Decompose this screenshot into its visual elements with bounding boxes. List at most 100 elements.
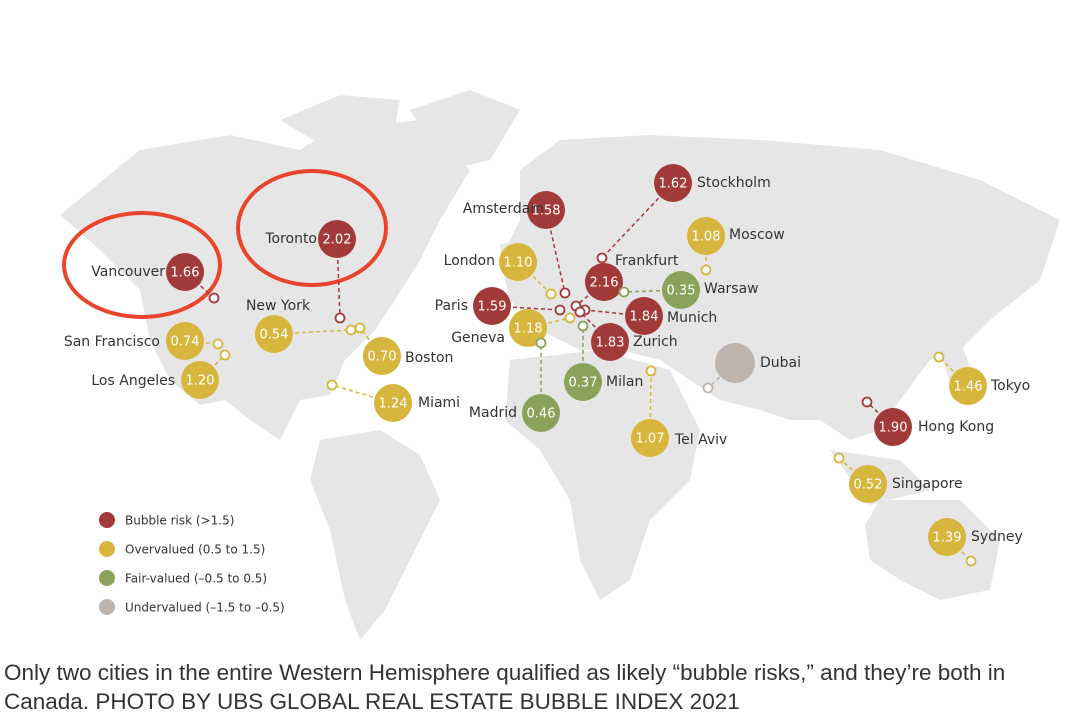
city-bubble (662, 271, 700, 309)
city-value: 1.58 (532, 204, 561, 219)
city-name: Moscow (729, 227, 785, 243)
city-value: 1.90 (879, 421, 908, 436)
highlight-ring (62, 211, 222, 319)
city-value: 0.54 (260, 328, 289, 343)
legend-label: Fair-valued (–0.5 to 0.5) (125, 572, 267, 586)
city-pin (574, 306, 586, 318)
city-value: 0.74 (171, 335, 200, 350)
city-name: Amsterdam (463, 201, 544, 217)
city-name: Munich (667, 310, 717, 326)
city-pin (564, 312, 576, 324)
city-name: Zurich (633, 334, 678, 350)
city-pin (559, 287, 571, 299)
map: 1.66 Vancouver 2.02 Toronto 0.54 New York 0.70… (60, 90, 1060, 640)
city-pin (212, 338, 224, 350)
city-bubble (166, 253, 204, 291)
legend-dot (99, 570, 115, 586)
city-value: 1.39 (933, 531, 962, 546)
city-bubble (564, 363, 602, 401)
city-name: Warsaw (704, 281, 759, 297)
city-bubble (318, 220, 356, 258)
legend-dot (99, 599, 115, 615)
city-name: Miami (418, 395, 460, 411)
city-name: Los Angeles (91, 373, 175, 389)
city-pin (545, 288, 557, 300)
city-pin (577, 320, 589, 332)
city-name: New York (246, 298, 311, 314)
city-name: Toronto (264, 231, 317, 247)
city-bubble (849, 465, 887, 503)
city-pin (933, 351, 945, 363)
city-pin (702, 382, 714, 394)
legend-label: Undervalued (–1.5 to –0.5) (125, 601, 285, 615)
city-value: 0.70 (368, 350, 397, 365)
city-value: 1.83 (596, 336, 625, 351)
city-pin (700, 264, 712, 276)
city-pin (334, 312, 346, 324)
city-pin (596, 252, 608, 264)
city-pin (861, 396, 873, 408)
city-value: 0.46 (527, 407, 556, 422)
city-pin (833, 452, 845, 464)
city-bubble (255, 315, 293, 353)
city-pin (326, 379, 338, 391)
city-value: 1.20 (186, 374, 215, 389)
city-pin (535, 337, 547, 349)
city-pin (965, 555, 977, 567)
legend-dot (99, 541, 115, 557)
city-name: Singapore (892, 476, 963, 492)
city-name: Milan (606, 374, 643, 390)
city-bubble (715, 343, 755, 383)
city-pin (645, 365, 657, 377)
city-name: Boston (405, 350, 453, 366)
city-value: 0.35 (667, 284, 696, 299)
city-value: 0.52 (854, 478, 883, 493)
connector (707, 362, 736, 389)
city-value: 1.07 (636, 432, 665, 447)
land (60, 90, 1060, 640)
city-bubble (949, 367, 987, 405)
city-pin (345, 324, 357, 336)
city-name: Vancouver (91, 264, 165, 280)
city-bubble (687, 217, 725, 255)
city-bubble (585, 263, 623, 301)
city-name: Sydney (971, 529, 1023, 545)
city-bubble (625, 297, 663, 335)
city-name: Stockholm (697, 175, 771, 191)
city-value: 1.59 (478, 300, 507, 315)
city-bubble (509, 309, 547, 347)
caption: Only two cities in the entire Western He… (4, 660, 1006, 714)
city-name: Hong Kong (918, 419, 994, 435)
city-pin (208, 292, 220, 304)
city-value: 1.66 (171, 266, 200, 281)
city-bubble (631, 419, 669, 457)
city-bubble (591, 323, 629, 361)
city-value: 1.84 (630, 310, 659, 325)
city-pin (554, 304, 566, 316)
connector (575, 281, 605, 307)
city-value: 2.02 (323, 233, 352, 248)
city-name: Tel Aviv (674, 432, 727, 448)
city-value: 1.24 (379, 397, 408, 412)
city-pin (618, 286, 630, 298)
city-bubble (522, 394, 560, 432)
city-value: 1.46 (954, 380, 983, 395)
connector (273, 329, 352, 335)
city-name: San Francisco (64, 334, 160, 350)
city-name: London (444, 253, 495, 269)
city-bubble (499, 243, 537, 281)
city-bubble (654, 164, 692, 202)
legend-dot (99, 512, 115, 528)
city-name: Tokyo (990, 378, 1030, 394)
city-bubble (166, 322, 204, 360)
highlight-ring (236, 169, 388, 287)
city-bubble (374, 384, 412, 422)
city-bubble (928, 518, 966, 556)
connector (336, 238, 341, 319)
city-name: Frankfurt (615, 253, 679, 269)
city-name: Geneva (451, 330, 505, 346)
legend-label: Bubble risk (>1.5) (125, 514, 234, 528)
city-value: 1.10 (504, 256, 533, 271)
city-pin (354, 322, 366, 334)
